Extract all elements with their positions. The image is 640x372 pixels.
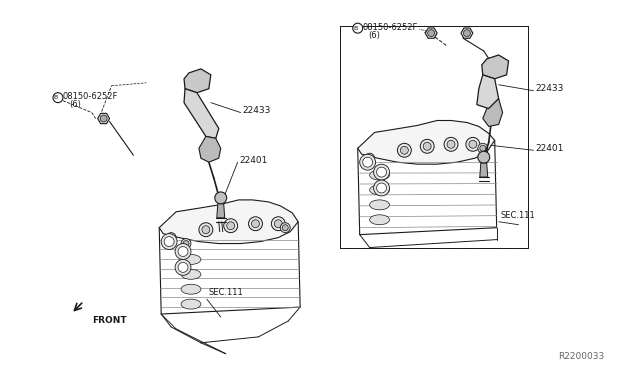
- Circle shape: [444, 137, 458, 151]
- Circle shape: [199, 223, 213, 237]
- Circle shape: [463, 30, 470, 36]
- Circle shape: [175, 259, 191, 275]
- Text: B: B: [54, 95, 58, 100]
- Circle shape: [282, 225, 288, 231]
- Ellipse shape: [181, 254, 201, 264]
- Circle shape: [202, 226, 210, 234]
- Text: 08150-6252F: 08150-6252F: [63, 92, 118, 101]
- Polygon shape: [98, 113, 109, 124]
- Circle shape: [376, 183, 387, 193]
- Circle shape: [374, 164, 390, 180]
- Ellipse shape: [181, 299, 201, 309]
- Circle shape: [466, 137, 480, 151]
- Text: (6): (6): [69, 100, 81, 109]
- Circle shape: [275, 220, 282, 228]
- Polygon shape: [184, 69, 211, 93]
- Circle shape: [478, 143, 488, 153]
- Polygon shape: [461, 28, 473, 38]
- Circle shape: [166, 232, 176, 243]
- Circle shape: [447, 140, 455, 148]
- Circle shape: [280, 223, 290, 232]
- Circle shape: [360, 154, 376, 170]
- Circle shape: [248, 217, 262, 231]
- Text: FRONT: FRONT: [92, 316, 126, 325]
- Text: 08150-6252F: 08150-6252F: [363, 23, 418, 32]
- Polygon shape: [425, 28, 437, 38]
- Circle shape: [178, 247, 188, 256]
- Polygon shape: [358, 121, 495, 164]
- Polygon shape: [483, 99, 502, 126]
- Text: 22433: 22433: [536, 84, 564, 93]
- Text: 22433: 22433: [243, 106, 271, 115]
- Text: (6): (6): [369, 31, 381, 40]
- Polygon shape: [184, 89, 219, 138]
- Circle shape: [100, 115, 107, 122]
- Polygon shape: [199, 137, 221, 162]
- Polygon shape: [480, 163, 488, 177]
- Polygon shape: [159, 200, 298, 244]
- Ellipse shape: [181, 284, 201, 294]
- Circle shape: [353, 23, 363, 33]
- Circle shape: [215, 192, 227, 204]
- Circle shape: [367, 155, 372, 161]
- Circle shape: [227, 222, 235, 230]
- Polygon shape: [477, 75, 499, 109]
- Circle shape: [365, 153, 374, 163]
- Circle shape: [181, 238, 191, 248]
- Circle shape: [420, 140, 434, 153]
- Circle shape: [224, 219, 237, 232]
- Circle shape: [178, 262, 188, 272]
- Ellipse shape: [370, 200, 390, 210]
- Circle shape: [252, 220, 259, 228]
- Circle shape: [401, 146, 408, 154]
- Ellipse shape: [370, 170, 390, 180]
- Polygon shape: [217, 204, 225, 218]
- Ellipse shape: [370, 215, 390, 225]
- Circle shape: [175, 244, 191, 259]
- Circle shape: [53, 93, 63, 103]
- Ellipse shape: [181, 269, 201, 279]
- Circle shape: [397, 143, 412, 157]
- Circle shape: [363, 157, 372, 167]
- Text: SEC.111: SEC.111: [500, 211, 536, 220]
- Text: SEC.111: SEC.111: [209, 288, 244, 297]
- Circle shape: [480, 145, 486, 151]
- Polygon shape: [482, 55, 509, 79]
- Circle shape: [469, 140, 477, 148]
- Circle shape: [168, 235, 174, 241]
- Circle shape: [423, 142, 431, 150]
- Text: 22401: 22401: [239, 156, 268, 165]
- Text: 22401: 22401: [536, 144, 564, 153]
- Circle shape: [164, 237, 174, 247]
- Circle shape: [376, 167, 387, 177]
- Circle shape: [161, 234, 177, 250]
- Circle shape: [183, 241, 189, 247]
- Circle shape: [374, 180, 390, 196]
- Circle shape: [478, 151, 490, 163]
- Circle shape: [271, 217, 285, 231]
- Ellipse shape: [370, 185, 390, 195]
- Circle shape: [428, 30, 435, 36]
- Text: R2200033: R2200033: [558, 352, 604, 361]
- Text: B: B: [354, 26, 358, 31]
